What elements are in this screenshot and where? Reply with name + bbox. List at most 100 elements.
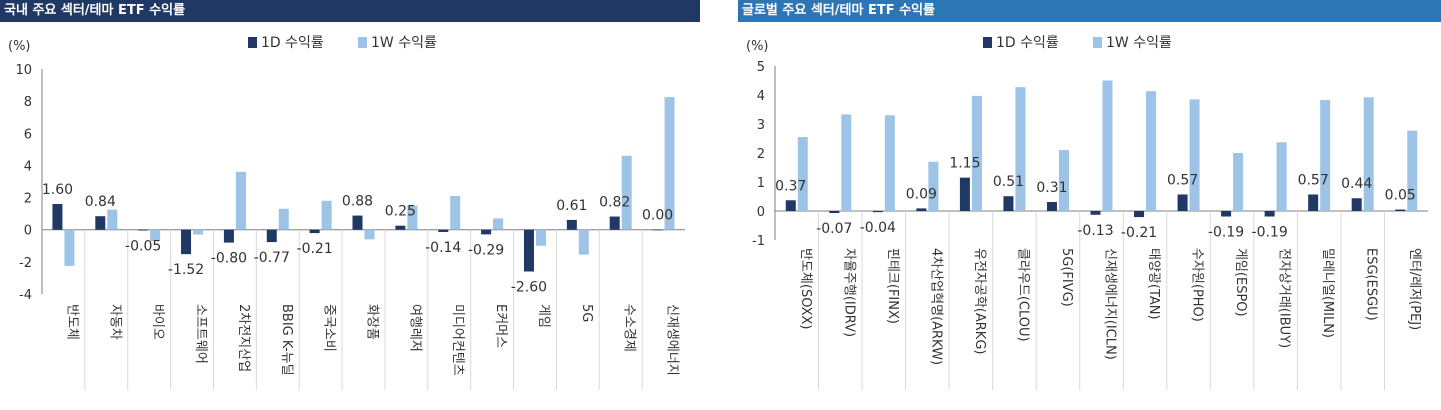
data-label-1d: 1.60 xyxy=(42,182,73,198)
category-label: ESG(ESGU) xyxy=(1364,248,1379,321)
data-label-1d: 0.09 xyxy=(906,186,937,202)
bar-1w xyxy=(1233,153,1244,211)
category-label: 2차전지산업 xyxy=(236,304,251,372)
data-label-1d: -0.77 xyxy=(254,250,290,266)
bar-1w xyxy=(450,195,461,230)
data-label-1d: -0.29 xyxy=(468,242,504,258)
legend-swatch-1d xyxy=(248,37,257,48)
bar-1d xyxy=(1308,194,1319,211)
category-label: 전자상거래(IBUY) xyxy=(1277,248,1292,348)
data-label-1d: 0.31 xyxy=(1036,180,1067,196)
category-label: 엔터/레저(PEJ) xyxy=(1407,248,1422,330)
bar-1d xyxy=(829,211,840,214)
data-label-1d: 0.51 xyxy=(993,174,1024,190)
legend-swatch-1w xyxy=(358,37,367,48)
category-label: 클라우드(CLOU) xyxy=(1015,248,1030,342)
y-tick-label: 2 xyxy=(757,147,765,162)
bar-1w xyxy=(1276,142,1287,211)
bar-1d xyxy=(1395,209,1406,211)
data-label-1d: -1.52 xyxy=(168,262,204,278)
y-tick-label: -2 xyxy=(19,256,32,271)
category-label: BBIG K-뉴딜 xyxy=(279,304,294,376)
bar-1w xyxy=(1015,87,1026,211)
bar-1w xyxy=(407,205,418,230)
bar-1w xyxy=(621,155,632,230)
bar-1d xyxy=(309,229,320,234)
data-label-1d: 0.61 xyxy=(556,198,587,214)
bar-1w xyxy=(1189,99,1200,211)
bar-1w xyxy=(235,171,246,230)
y-tick-label: 5 xyxy=(757,60,765,75)
bar-1w xyxy=(493,218,504,230)
category-label: 수소경제 xyxy=(622,304,637,352)
category-label: 반도체(SOXX) xyxy=(798,248,813,330)
y-tick-label: -4 xyxy=(19,288,32,303)
bar-1d xyxy=(138,229,149,231)
category-label: 5G(FIVG) xyxy=(1059,248,1074,307)
unit-label: (%) xyxy=(746,39,769,54)
bar-1d xyxy=(916,208,927,211)
category-label: E커머스 xyxy=(493,304,508,348)
legend-swatch-1d xyxy=(983,37,992,48)
bar-1w xyxy=(1146,91,1157,211)
bar-1w xyxy=(884,115,895,211)
category-label: 자동차 xyxy=(107,304,122,340)
bar-1d xyxy=(1090,211,1101,215)
data-label-1d: 0.00 xyxy=(642,208,673,224)
category-label: 자율주행(IDRV) xyxy=(841,248,857,337)
bar-1d xyxy=(395,225,406,230)
data-label-1d: -0.21 xyxy=(297,241,333,257)
data-label-1d: -2.60 xyxy=(511,280,547,296)
y-tick-label: 8 xyxy=(24,95,32,110)
bar-1w xyxy=(578,229,589,255)
data-label-1d: -0.19 xyxy=(1252,225,1288,241)
data-label-1d: -0.14 xyxy=(425,240,461,256)
data-label-1d: -0.19 xyxy=(1208,225,1244,241)
data-label-1d: -0.07 xyxy=(816,221,852,237)
y-tick-label: 4 xyxy=(757,89,765,104)
bar-1d xyxy=(181,229,192,255)
bar-1w xyxy=(321,200,332,230)
bar-1d xyxy=(1221,211,1232,217)
domestic-etf-panel: 국내 주요 섹터/테마 ETF 수익률 (%) 1D 수익률 1W 수익률 10 8 6 4… xyxy=(0,0,700,410)
category-label: 밀레니얼(MILN) xyxy=(1320,248,1335,338)
category-label: 수자원(PHO) xyxy=(1190,248,1205,322)
bar-1d xyxy=(352,215,363,230)
bar-1d xyxy=(1177,194,1188,211)
data-label-1d: 1.15 xyxy=(949,156,980,172)
category-label: 신재생에너지(ICLN) xyxy=(1103,248,1118,360)
bar-1w xyxy=(278,208,289,230)
category-label: 유전자공학(ARKG) xyxy=(972,248,987,354)
data-label-1d: -0.04 xyxy=(860,220,896,236)
bar-1w xyxy=(928,161,939,211)
bar-1d xyxy=(1134,211,1145,218)
data-label-1d: 0.84 xyxy=(85,194,116,210)
bar-1w xyxy=(971,95,982,211)
category-label: 신재생에너지 xyxy=(665,304,680,376)
category-label: 게임(ESPO) xyxy=(1233,248,1248,317)
legend-swatch-1w xyxy=(1093,37,1102,48)
bar-1d xyxy=(652,229,663,231)
bar-1w xyxy=(364,229,375,240)
bar-1d xyxy=(609,216,620,230)
bar-1d xyxy=(1264,211,1275,217)
unit-label: (%) xyxy=(8,39,31,54)
data-label-1d: -0.13 xyxy=(1077,223,1113,239)
data-label-1d: -0.80 xyxy=(211,251,247,267)
data-label-1d: -0.21 xyxy=(1121,225,1157,241)
category-label: 태양광(TAN) xyxy=(1146,248,1161,320)
bar-1w xyxy=(797,137,808,211)
bar-1w xyxy=(1058,150,1069,211)
panel-title: 글로벌 주요 섹터/테마 ETF 수익률 xyxy=(738,0,1441,22)
bar-1w xyxy=(193,229,204,235)
data-label-1d: 0.57 xyxy=(1298,172,1329,188)
bar-1w xyxy=(107,209,118,230)
category-label: 중국소비 xyxy=(322,304,337,352)
category-label: 여행레저 xyxy=(407,304,423,352)
bar-1d xyxy=(266,229,277,243)
bar-1d xyxy=(438,229,449,232)
y-tick-label: 6 xyxy=(24,127,32,142)
bar-1d xyxy=(1046,202,1057,211)
data-label-1d: 0.25 xyxy=(385,204,416,220)
y-tick-label: 2 xyxy=(24,192,32,207)
